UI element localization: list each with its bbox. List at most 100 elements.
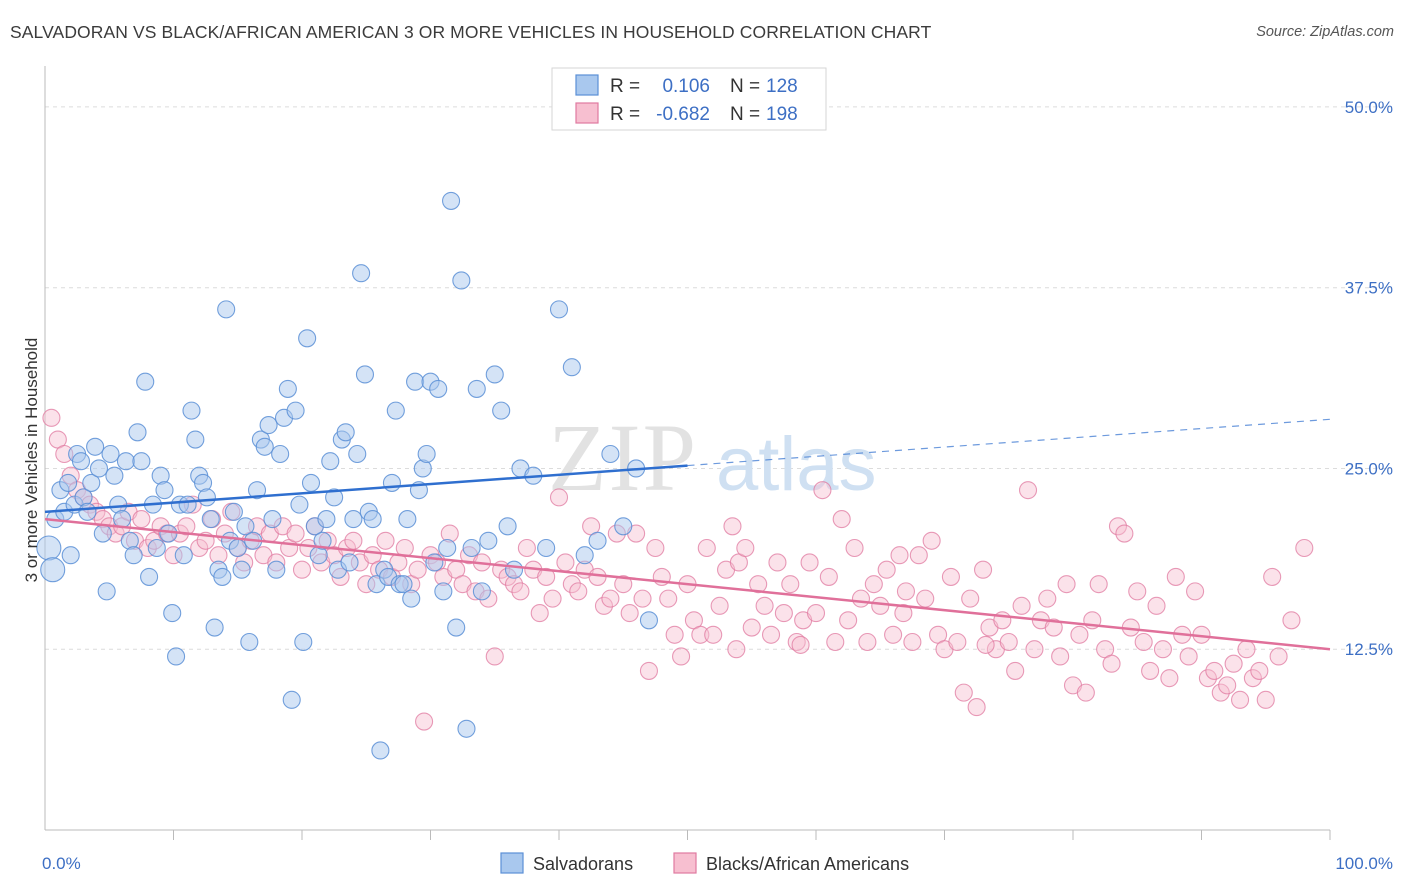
point-blacks-52 <box>376 531 395 550</box>
point-blacks-186 <box>1237 640 1256 659</box>
point-blacks-193 <box>1295 538 1314 558</box>
axes <box>44 66 1331 840</box>
point-salvadorans-103 <box>434 582 453 601</box>
point-salvadorans-64 <box>282 690 301 709</box>
point-salvadorans-65 <box>286 401 305 420</box>
point-blacks-185 <box>1231 690 1250 709</box>
legend-bottom-swatch-blue <box>500 852 524 874</box>
point-salvadorans-57 <box>255 437 274 456</box>
trend-line-salvadorans <box>44 464 688 514</box>
point-salvadorans-107 <box>452 271 471 290</box>
point-blacks-58 <box>415 712 434 731</box>
point-blacks-158 <box>1057 575 1076 594</box>
legend-n-label-2: N = <box>730 104 760 125</box>
point-blacks-134 <box>903 632 922 652</box>
point-salvadorans-109 <box>462 538 481 558</box>
y-tick-labels: 12.5% 25.0% 37.5% 50.0% <box>1345 98 1393 659</box>
trend-line-salvadorans-extension <box>687 418 1331 467</box>
point-blacks-110 <box>749 575 768 594</box>
point-salvadorans-106 <box>447 618 466 637</box>
point-salvadorans-60 <box>267 560 286 579</box>
point-salvadorans-114 <box>492 401 511 420</box>
point-blacks-82 <box>569 582 588 601</box>
point-salvadorans-111 <box>472 582 491 601</box>
point-blacks-47 <box>344 531 363 550</box>
point-salvadorans-38 <box>182 401 201 420</box>
point-salvadorans-79 <box>340 553 359 572</box>
point-salvadorans-108 <box>457 719 476 738</box>
point-blacks-153 <box>1025 640 1044 659</box>
point-blacks-0 <box>42 408 61 427</box>
point-blacks-130 <box>877 560 896 579</box>
point-blacks-81 <box>562 575 581 594</box>
point-salvadorans-14 <box>89 459 109 478</box>
point-salvadorans-52 <box>236 517 255 536</box>
watermark-zip: ZIP <box>548 404 698 511</box>
point-salvadorans-94 <box>398 510 417 529</box>
point-blacks-57 <box>408 560 427 579</box>
point-blacks-167 <box>1115 524 1134 543</box>
point-salvadorans-6 <box>61 546 80 565</box>
y-tick-label-3: 50.0% <box>1345 98 1393 117</box>
point-salvadorans-85 <box>363 510 382 529</box>
point-blacks-112 <box>761 625 781 644</box>
point-blacks-85 <box>588 567 607 586</box>
y-tick-label-2: 37.5% <box>1345 279 1393 298</box>
point-salvadorans-37 <box>178 495 197 514</box>
legend-swatch-blue <box>575 74 599 96</box>
point-blacks-125 <box>845 538 864 558</box>
point-salvadorans-125 <box>614 517 633 536</box>
point-salvadorans-68 <box>298 329 317 348</box>
point-blacks-21 <box>177 517 196 536</box>
grid-lines <box>45 106 1392 650</box>
point-salvadorans-99 <box>417 444 436 464</box>
point-blacks-197 <box>791 635 810 654</box>
point-blacks-121 <box>819 567 838 586</box>
point-blacks-152 <box>1018 481 1038 500</box>
point-blacks-140 <box>941 567 960 586</box>
point-salvadorans-123 <box>588 531 607 550</box>
point-blacks-86 <box>594 596 614 615</box>
point-salvadorans-102 <box>429 379 448 398</box>
point-blacks-157 <box>1051 647 1070 666</box>
point-blacks-141 <box>948 632 967 652</box>
point-blacks-180 <box>1198 669 1217 688</box>
y-axis-title: 3 or more Vehicles in Household <box>22 338 41 583</box>
point-blacks-189 <box>1256 690 1275 709</box>
point-blacks-93 <box>639 661 659 680</box>
point-salvadorans-21 <box>116 452 136 471</box>
point-blacks-144 <box>967 698 986 717</box>
point-salvadorans-122 <box>575 546 594 565</box>
point-salvadorans-81 <box>348 444 367 464</box>
point-salvadorans-43 <box>201 510 220 529</box>
point-salvadorans-1 <box>40 557 66 583</box>
point-blacks-126 <box>851 589 871 608</box>
point-blacks-113 <box>768 553 787 572</box>
trend-line-blacks <box>44 517 1331 651</box>
series-salvadorans-points <box>36 191 659 760</box>
point-salvadorans-90 <box>382 473 402 492</box>
point-blacks-136 <box>916 589 935 608</box>
point-salvadorans-18 <box>105 466 124 485</box>
legend-bottom-label-blacks: Blacks/African Americans <box>706 854 909 874</box>
point-blacks-103 <box>704 625 723 644</box>
point-blacks-38 <box>286 524 305 543</box>
point-salvadorans-32 <box>159 524 178 543</box>
point-blacks-77 <box>537 567 556 586</box>
point-blacks-160 <box>1070 625 1089 644</box>
point-salvadorans-75 <box>325 488 344 507</box>
point-blacks-151 <box>1012 596 1031 615</box>
point-blacks-187 <box>1243 669 1262 688</box>
watermark: ZIP atlas <box>548 404 877 511</box>
point-salvadorans-24 <box>128 423 147 442</box>
point-blacks-137 <box>922 531 941 550</box>
point-blacks-97 <box>665 625 684 644</box>
point-salvadorans-82 <box>352 264 371 283</box>
point-blacks-127 <box>858 632 877 652</box>
point-salvadorans-93 <box>394 575 413 594</box>
point-salvadorans-83 <box>355 365 375 384</box>
point-blacks-195 <box>894 604 913 623</box>
y-tick-label-1: 25.0% <box>1345 459 1393 478</box>
point-salvadorans-101 <box>425 553 444 572</box>
point-blacks-74 <box>517 538 536 558</box>
